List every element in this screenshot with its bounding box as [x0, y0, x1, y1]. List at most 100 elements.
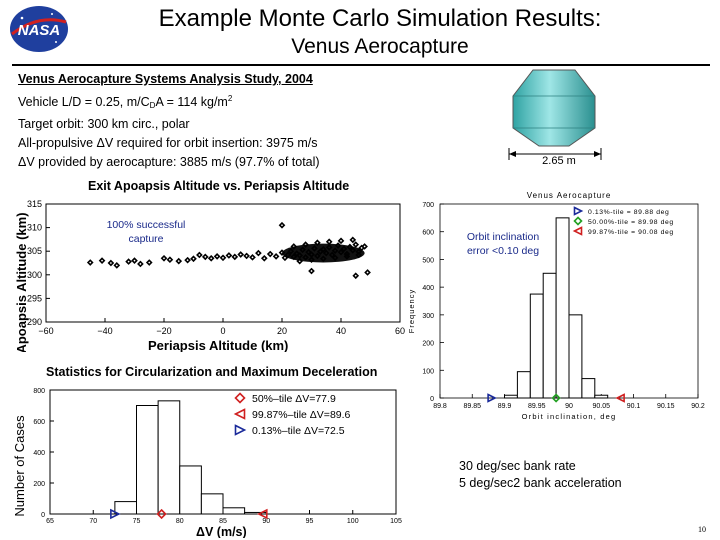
inc-percentile-marker: [487, 393, 497, 403]
scatter-point: [266, 250, 274, 258]
scatter-point: [290, 243, 298, 250]
study-line-1-a: Vehicle L/D = 0.25, m/C: [18, 95, 150, 109]
inc-legend-label: 50.00%-tile = 89.98 deg: [588, 219, 674, 226]
scatter-point: [364, 269, 371, 276]
inc-ytick-label: 700: [422, 202, 434, 209]
dv-ylabel: Number of Cases: [12, 415, 27, 517]
dv-percentile-marker: [257, 508, 268, 520]
scatter-point: [160, 254, 168, 262]
inc-annotation-bg: [454, 226, 552, 264]
dv-xtick-label: 65: [46, 518, 54, 525]
dv-legend-label: 50%–tile ΔV=77.9: [252, 393, 336, 405]
scatter-point: [131, 257, 138, 264]
scatter-point: [314, 239, 321, 247]
scatter-point: [302, 241, 309, 248]
inc-xtick-label: 89.85: [463, 403, 481, 410]
dv-xtick-label: 100: [347, 518, 359, 525]
scatter-point: [352, 272, 360, 280]
dv-plot-frame: [49, 389, 397, 515]
scatter-point: [340, 245, 348, 253]
scatter-point: [255, 249, 262, 257]
dv-bar: [157, 400, 181, 515]
dv-legend-marker: [234, 424, 247, 436]
scatter-annotation-line2: capture: [128, 233, 163, 245]
study-heading: Venus Aerocapture Systems Analysis Study…: [18, 72, 313, 86]
page-number: 10: [698, 525, 706, 534]
dv-bar: [222, 507, 246, 515]
scatter-annotation-line1: 100% successful: [107, 219, 186, 231]
bank-acceleration: 5 deg/sec2 bank acceleration: [459, 476, 622, 490]
dv-bar: [136, 405, 159, 515]
apoapsis-scatter-chart: Exit Apoapsis Altitude vs. Periapsis Alt…: [14, 179, 405, 352]
dv-percentile-marker: [110, 508, 121, 520]
inc-percentile-marker: [615, 393, 625, 403]
scatter-ytick-label: 290: [27, 317, 42, 327]
scatter-point: [314, 252, 321, 260]
scatter-point: [302, 254, 309, 261]
scatter-point: [325, 238, 333, 246]
scatter-point: [237, 251, 245, 258]
scatter-ytick-label: 300: [27, 270, 42, 280]
scatter-point: [352, 241, 360, 248]
inc-ytick-label: 500: [422, 257, 434, 264]
scatter-point: [337, 248, 345, 256]
dv-legend-label: 0.13%–tile ΔV=72.5: [252, 425, 345, 437]
scatter-title: Exit Apoapsis Altitude vs. Periapsis Alt…: [88, 179, 349, 193]
dv-xtick-label: 90: [262, 518, 270, 525]
inc-ytick-label: 300: [422, 313, 434, 320]
inc-ytick-label: 100: [422, 368, 434, 375]
inc-bar: [504, 394, 518, 399]
scatter-ytick-label: 315: [27, 199, 42, 209]
scatter-point: [346, 243, 354, 251]
dv-legend-marker: [233, 408, 246, 420]
inc-bar: [516, 371, 531, 399]
scatter-xtick-label: −20: [156, 326, 171, 336]
scatter-point: [319, 245, 327, 253]
scatter-ytick-label: 305: [27, 246, 42, 256]
header-rule: [12, 64, 710, 66]
inc-xtick-label: 90.1: [627, 403, 641, 410]
bank-note: 30 deg/sec bank rate 5 deg/sec2 bank acc…: [459, 458, 622, 492]
scatter-point: [361, 243, 368, 250]
inc-xtick-label: 89.8: [433, 403, 447, 410]
inc-title: Venus Aerocapture: [527, 191, 612, 200]
inc-xtick-label: 90.05: [592, 403, 610, 410]
scatter-point: [322, 249, 330, 257]
inc-ytick-label: 0: [430, 396, 434, 403]
scatter-xtick-label: 60: [395, 326, 405, 336]
scatter-xlabel: Periapsis Altitude (km): [148, 338, 288, 352]
study-line-4: ΔV provided by aerocapture: 3885 m/s (97…: [18, 155, 320, 169]
study-line-1-b: A = 114 kg/m: [155, 95, 228, 109]
scatter-point: [201, 253, 209, 261]
scatter-ytick-label: 310: [27, 223, 42, 233]
inc-annotation-line1: Orbit inclination: [467, 231, 540, 243]
inc-annotation-line2: error <0.10 deg: [467, 245, 539, 257]
inc-percentile-marker: [551, 393, 561, 403]
inc-legend-marker: [572, 226, 583, 236]
scatter-xtick-label: 40: [336, 326, 346, 336]
scatter-point: [190, 255, 197, 263]
inc-legend-label: 99.87%-tile = 90.08 deg: [588, 229, 674, 236]
dv-xtick-label: 80: [176, 518, 184, 525]
dimension-arrow-left: [509, 151, 516, 157]
scatter-point: [260, 254, 268, 262]
dv-xtick-label: 95: [306, 518, 314, 525]
dv-xtick-label: 70: [89, 518, 97, 525]
scatter-ylabel: Apoapsis Altitude (km): [14, 212, 29, 352]
scatter-point: [287, 247, 295, 255]
aeroshell-drawing: 2.65 m: [495, 66, 625, 167]
dv-xtick-label: 85: [219, 518, 227, 525]
inc-ytick-label: 600: [422, 230, 434, 237]
scatter-point: [113, 262, 121, 269]
inc-bar: [581, 378, 596, 399]
dimension-arrow-right: [594, 151, 601, 157]
dv-xlabel: ΔV (m/s): [196, 525, 247, 538]
scatter-xtick-label: 0: [220, 326, 225, 336]
inc-bar: [542, 272, 557, 399]
dimension-label: 2.65 m: [542, 155, 576, 166]
deltav-histogram: Statistics for Circularization and Maxim…: [12, 365, 402, 538]
scatter-point: [145, 259, 153, 266]
dv-ytick-label: 400: [33, 450, 45, 457]
inc-bar: [568, 314, 583, 399]
scatter-point: [349, 246, 357, 254]
